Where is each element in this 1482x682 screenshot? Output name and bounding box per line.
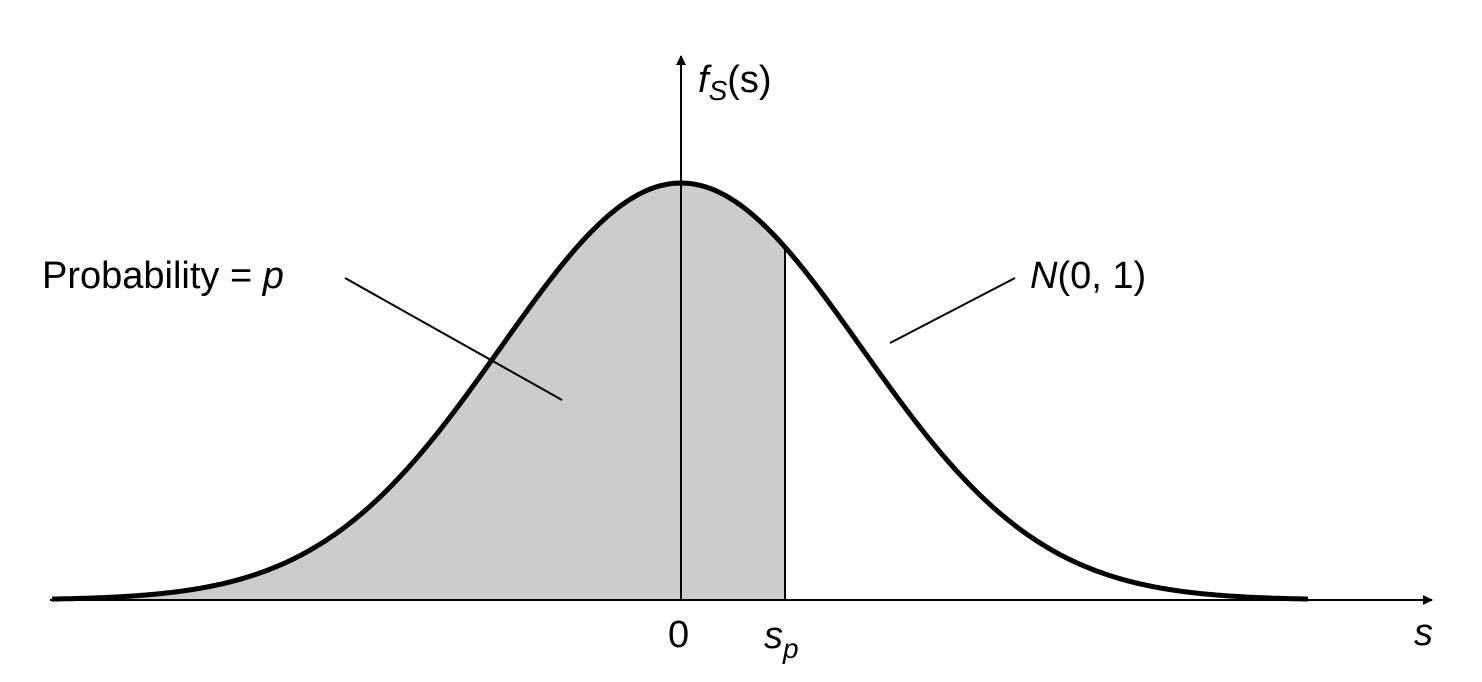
curve-annotation: N(0, 1) [1030,255,1146,297]
curve-annotation-parameters: (0, 1) [1057,255,1146,297]
area-annotation-text: Probability = [42,255,263,297]
y-label-subscript: S [709,75,728,106]
curve-annotation-name: N [1030,255,1058,297]
area-annotation-variable: p [262,255,284,297]
y-label-base: f [698,59,712,101]
y-axis-label: fS(s) [698,59,772,106]
density-curve [51,180,1308,602]
leader-line [889,277,1016,344]
quantile-base: s [764,615,783,657]
shaded-area [52,183,785,600]
area-annotation: Probability = p [42,255,284,297]
origin-label: 0 [668,614,689,656]
quantile-label: sp [764,615,799,664]
leader-line [344,277,563,401]
x-axis-label: s [1414,612,1433,654]
quantile-subscript: p [782,633,799,664]
y-label-argument: (s) [727,59,771,101]
